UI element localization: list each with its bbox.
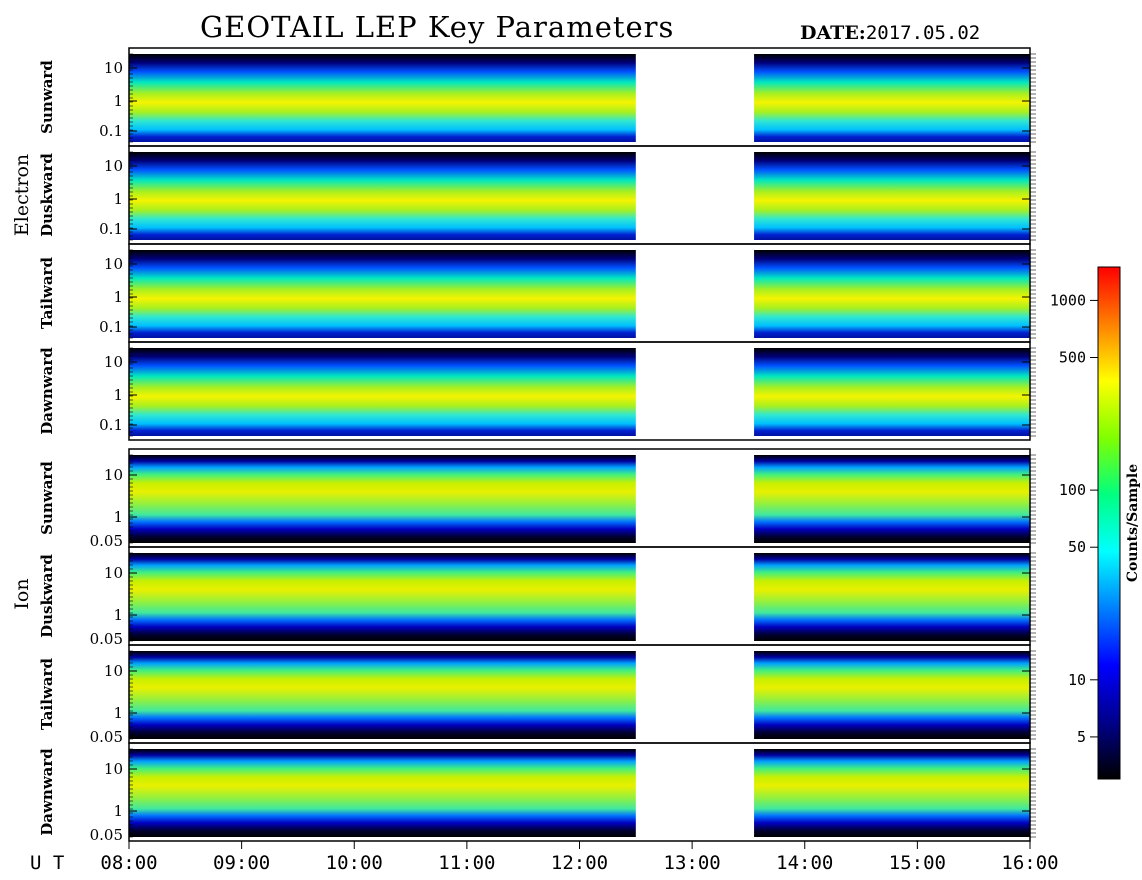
group-label: Ion [11, 578, 33, 609]
panel-electron-tailward: 10 1 0.1 [99, 243, 1036, 343]
y-tick-label: 1 [113, 704, 123, 722]
date-readout: DATE:2017.05.02 [800, 22, 980, 44]
date-label: DATE: [800, 22, 866, 44]
y-tick-label: 1 [113, 508, 123, 526]
colorbar-tick-label: 10 [1068, 671, 1086, 689]
y-tick-label: 1 [113, 606, 123, 624]
panel-label: Dawnward [38, 748, 56, 836]
panel-electron-duskward: 10 1 0.1 [99, 145, 1036, 245]
x-tick-label: 12:00 [551, 852, 608, 874]
panel-ion-tailward: 10 1 0.05 [90, 644, 1036, 746]
y-tick-label: 10 [104, 353, 123, 371]
y-tick-label: 1 [113, 802, 123, 820]
panel-label: Dawnward [38, 347, 56, 435]
y-tick-label: 0.05 [90, 532, 123, 550]
colorbar-tick-label: 500 [1059, 349, 1086, 367]
y-tick-label: 10 [104, 564, 123, 582]
y-tick-label: 10 [104, 662, 123, 680]
y-tick-label: 10 [104, 760, 123, 778]
y-tick-label: 10 [104, 157, 123, 175]
spectrogram-segment [754, 455, 1030, 543]
x-tick-label: 09:00 [213, 852, 270, 874]
colorbar-tick-label: 5 [1077, 728, 1086, 746]
y-tick-label: 10 [104, 466, 123, 484]
y-tick-label: 1 [113, 288, 123, 306]
spectrogram-segment [754, 749, 1030, 837]
spectrogram-segment [129, 553, 636, 641]
spectrogram-segment [129, 651, 636, 739]
spectrogram-segment [129, 455, 636, 543]
y-tick-label: 10 [104, 255, 123, 273]
spectrogram-segment [129, 250, 636, 338]
panel-label: Tailward [38, 658, 56, 730]
spectrogram-segment [754, 152, 1030, 240]
spectrogram-segment [754, 553, 1030, 641]
panel-label: Duskward [38, 153, 56, 237]
x-tick-label: 10:00 [326, 852, 383, 874]
y-tick-label: 0.1 [99, 220, 123, 238]
panel-electron-dawnward: 10 1 0.1 [99, 341, 1036, 441]
spectrogram-segment [129, 749, 636, 837]
panel-label: Duskward [38, 554, 56, 638]
panel-ion-duskward: 10 1 0.05 [90, 546, 1036, 648]
group-label: Electron [11, 154, 33, 236]
y-tick-label: 0.1 [99, 416, 123, 434]
y-tick-label: 1 [113, 386, 123, 404]
x-tick-label: 13:00 [664, 852, 721, 874]
x-tick-label: 14:00 [776, 852, 833, 874]
spectrogram-segment [754, 651, 1030, 739]
panel-label: Sunward [38, 461, 56, 535]
spectrogram-segment [754, 250, 1030, 338]
y-tick-label: 1 [113, 190, 123, 208]
spectrogram-segment [129, 54, 636, 142]
panel-label: Tailward [38, 257, 56, 329]
panel-ion-sunward: 10 1 0.05 [90, 448, 1036, 550]
x-tick-label: 11:00 [438, 852, 495, 874]
date-value: 2017.05.02 [865, 22, 981, 44]
x-tick-label: 15:00 [889, 852, 946, 874]
x-tick-label: 16:00 [1001, 852, 1058, 874]
x-tick-label: 08:00 [100, 852, 157, 874]
colorbar [1097, 266, 1121, 780]
colorbar-tick-label: 50 [1068, 538, 1086, 556]
y-tick-label: 0.05 [90, 826, 123, 844]
x-axis-label: U T [30, 852, 64, 874]
colorbar-tick-label: 1000 [1050, 291, 1086, 309]
panel-electron-sunward: 10 1 0.1 [99, 47, 1036, 147]
y-tick-label: 0.1 [99, 122, 123, 140]
spectrogram-segment [129, 152, 636, 240]
colorbar-label: Counts/Sample [1125, 464, 1141, 582]
colorbar-tick-label: 100 [1059, 481, 1086, 499]
plot-title: GEOTAIL LEP Key Parameters [200, 10, 675, 44]
y-tick-label: 10 [104, 59, 123, 77]
y-tick-label: 0.05 [90, 630, 123, 648]
y-tick-label: 0.05 [90, 728, 123, 746]
y-tick-label: 0.1 [99, 318, 123, 336]
spectrogram-segment [754, 54, 1030, 142]
panel-label: Sunward [38, 60, 56, 134]
y-tick-label: 1 [113, 92, 123, 110]
panel-frame [128, 341, 1031, 441]
spectrogram-segment [754, 348, 1030, 436]
panel-ion-dawnward: 10 1 0.05 [90, 742, 1036, 844]
spectrogram-segment [129, 348, 636, 436]
